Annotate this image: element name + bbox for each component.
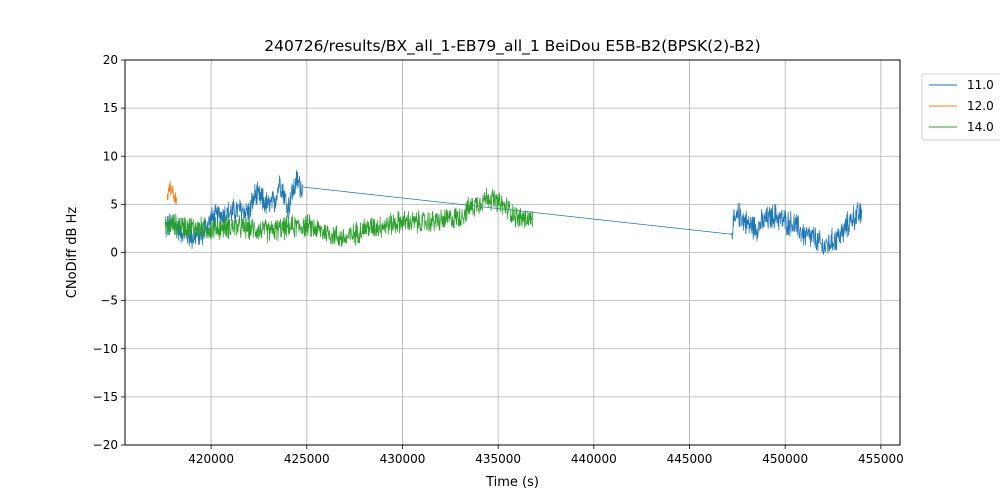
legend-label-series-1: 11.0 [967,78,994,92]
y-tick-label-9: 20 [103,53,118,67]
chart-title: 240726/results/BX_all_1-EB79_all_1 BeiDo… [264,37,760,56]
x-tick-label-2: 425000 [284,452,330,466]
axis-ticks: 420000 425000 430000 435000 440000 445000 4500… [93,53,904,466]
y-axis-label: CNoDiff dB Hz [65,207,80,299]
y-tick-label-4: −5 [100,294,118,308]
x-tick-label-5: 440000 [571,452,617,466]
series-1-line-segment-3 [731,202,863,255]
x-tick-label-6: 445000 [667,452,713,466]
y-tick-label-2: −15 [93,390,118,404]
x-tick-label-1: 420000 [188,452,234,466]
x-tick-label-4: 435000 [475,452,521,466]
legend-label-series-3: 14.0 [967,120,994,134]
y-tick-label-8: 15 [103,101,118,115]
x-tick-label-8: 455000 [858,452,904,466]
legend-box [921,73,1000,141]
legend-label-series-2: 12.0 [967,99,994,113]
y-tick-label-5: 0 [110,246,118,260]
y-tick-label-7: 10 [103,149,118,163]
plot-series [164,170,863,255]
y-tick-label-3: −10 [93,342,118,356]
legend: 11.0 12.0 14.0 [921,73,1000,141]
series-3-line-segment-1 [164,187,533,247]
y-tick-label-6: 5 [110,197,118,211]
y-tick-label-1: −20 [93,438,118,452]
x-tick-label-7: 450000 [762,452,808,466]
x-axis-label: Time (s) [485,475,539,490]
x-tick-label-3: 430000 [380,452,426,466]
series-2-line-segment-1 [166,180,178,205]
